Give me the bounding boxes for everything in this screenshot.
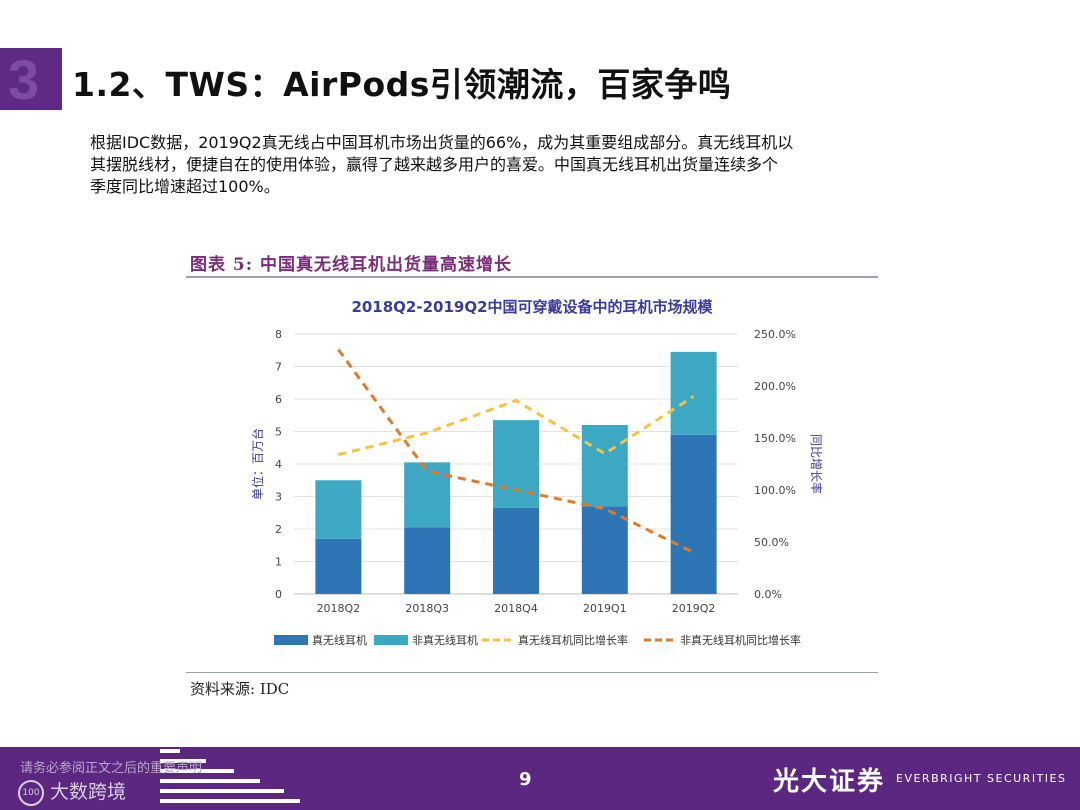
y-right-tick-label: 200.0% — [754, 380, 796, 393]
disclaimer-text: 请务必参阅正文之后的重要声明 — [20, 761, 203, 776]
title-accent-block: 3 — [0, 48, 62, 110]
x-tick-label: 2018Q4 — [494, 602, 538, 615]
figure-title: 图表 5: 中国真无线耳机出货量高速增长 — [190, 255, 512, 275]
line-true-wireless-growth — [338, 395, 695, 457]
legend-label: 真无线耳机同比增长率 — [518, 633, 628, 647]
y-right-axis-label: 同比增长率 — [809, 434, 824, 494]
bar-non-true-wireless — [315, 480, 362, 539]
paragraph-line: 其摆脱线材，便捷自在的使用体验，赢得了越来越多用户的喜爱。中国真无线耳机出货量连… — [90, 155, 779, 174]
watermark: 100 大数跨境 — [18, 777, 126, 806]
x-tick-label: 2019Q1 — [583, 602, 627, 615]
intro-paragraph: 根据IDC数据，2019Q2真无线占中国耳机市场出货量的66%，成为其重要组成部… — [90, 132, 950, 198]
y-left-tick-label: 5 — [275, 426, 282, 439]
bar-non-true-wireless — [581, 425, 628, 507]
figure-bottom-rule — [186, 672, 878, 673]
watermark-badge-icon: 100 — [18, 779, 44, 806]
footer-stripes — [160, 747, 300, 810]
bar-true-wireless — [315, 538, 362, 594]
bar-non-true-wireless — [670, 351, 717, 435]
bar-true-wireless — [670, 434, 717, 594]
x-tick-label: 2018Q3 — [405, 602, 449, 615]
title-accent-glyph: 3 — [8, 48, 40, 111]
bar-non-true-wireless — [404, 462, 451, 528]
brand-logo-en: EVERBRIGHT SECURITIES — [896, 772, 1067, 785]
source-note: 资料来源: IDC — [190, 680, 290, 698]
legend-label: 非真无线耳机同比增长率 — [680, 633, 801, 647]
figure-top-rule — [186, 276, 878, 278]
headphone-market-chart: 2018Q2-2019Q2中国可穿戴设备中的耳机市场规模 0 1 2 3 4 5 6 7 8 0.0… — [250, 298, 824, 647]
chart-title: 2018Q2-2019Q2中国可穿戴设备中的耳机市场规模 — [351, 298, 713, 316]
y-left-tick-label: 8 — [275, 328, 282, 341]
y-right-tick-label: 100.0% — [754, 484, 796, 497]
y-left-tick-label: 2 — [275, 523, 282, 536]
y-right-tick-label: 0.0% — [754, 588, 782, 601]
y-left-tick-label: 0 — [275, 588, 282, 601]
footer-bar: 请务必参阅正文之后的重要声明 100 大数跨境 9 光大证券 EVERBRIGHT… — [0, 747, 1080, 810]
y-left-tick-label: 4 — [275, 458, 282, 471]
line-non-true-wireless-growth — [337, 348, 695, 554]
paragraph-line: 根据IDC数据，2019Q2真无线占中国耳机市场出货量的66%，成为其重要组成部… — [90, 133, 794, 152]
watermark-text: 大数跨境 — [50, 781, 127, 803]
x-tick-label: 2018Q2 — [317, 602, 361, 615]
y-right-tick-label: 150.0% — [754, 432, 796, 445]
legend-label: 非真无线耳机 — [412, 633, 478, 647]
legend-swatch — [374, 635, 408, 645]
y-right-tick-label: 50.0% — [754, 536, 789, 549]
y-left-tick-label: 6 — [275, 393, 282, 406]
legend-label: 真无线耳机 — [312, 633, 367, 647]
y-left-tick-label: 3 — [275, 491, 282, 504]
slide-title: 1.2、TWS：AirPods引领潮流，百家争鸣 — [72, 65, 732, 104]
page-number: 9 — [519, 769, 532, 790]
brand-logo-cn: 光大证券 — [773, 767, 886, 797]
y-left-tick-label: 1 — [275, 556, 282, 569]
x-tick-label: 2019Q2 — [672, 602, 716, 615]
bar-true-wireless — [493, 507, 539, 594]
paragraph-line: 季度同比增速超过100%。 — [90, 177, 280, 196]
y-left-axis-label: 单位：百万台 — [250, 428, 265, 500]
y-left-tick-label: 7 — [275, 361, 282, 374]
y-right-tick-label: 250.0% — [754, 328, 796, 341]
legend-swatch — [274, 635, 308, 645]
bar-true-wireless — [581, 506, 628, 594]
bar-true-wireless — [404, 527, 451, 594]
